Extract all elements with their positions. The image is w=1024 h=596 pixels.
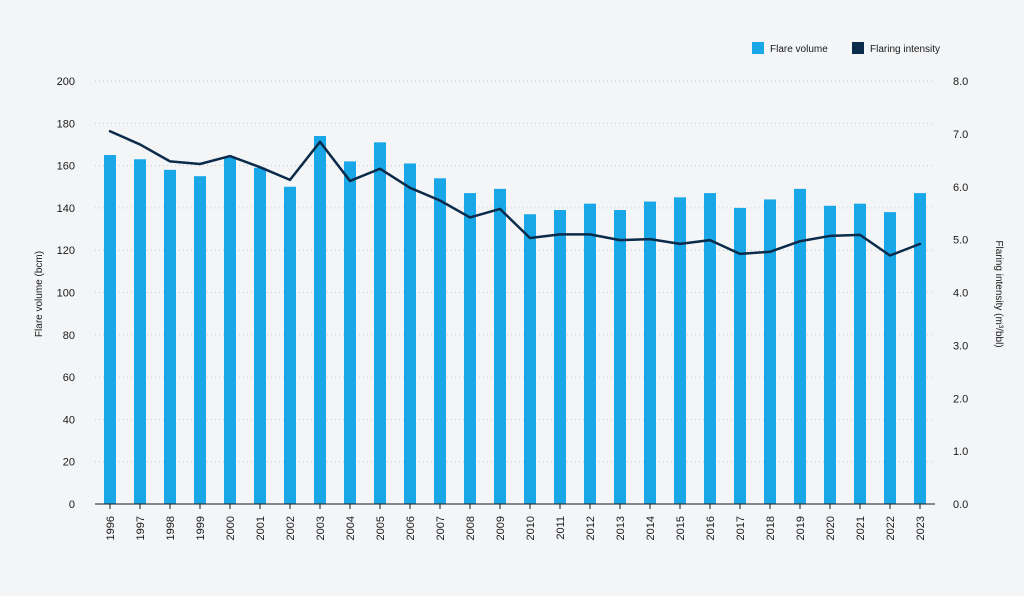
y-tick-label-right: 5.0 (953, 235, 968, 247)
legend-label-flaring-intensity: Flaring intensity (870, 44, 940, 55)
bar (884, 212, 896, 504)
line-series-flaring-intensity (108, 129, 922, 257)
bar (914, 193, 926, 504)
legend: Flare volume Flaring intensity (752, 42, 940, 55)
x-tick-label: 1999 (195, 516, 207, 540)
y-tick-label-left: 100 (57, 288, 75, 300)
y-tick-label-left: 140 (57, 203, 75, 215)
y-tick-label-right: 1.0 (953, 446, 968, 458)
bar (404, 163, 416, 505)
x-tick-label: 2018 (765, 516, 777, 540)
bar (584, 203, 596, 505)
x-tick-label: 2008 (465, 516, 477, 540)
bar (674, 197, 686, 504)
bar (494, 188, 506, 505)
x-tick-label: 2006 (405, 516, 417, 540)
x-tick-label: 2012 (585, 516, 597, 540)
bar (824, 205, 836, 504)
gridlines (95, 80, 935, 463)
x-tick-label: 2016 (705, 516, 717, 540)
x-tick-label: 1996 (105, 516, 117, 540)
bar (704, 193, 716, 504)
x-tick-label: 2014 (645, 516, 657, 540)
y-tick-label-right: 8.0 (953, 76, 968, 88)
axes: 0 20 40 60 80 100 120 140 160 180 200 0.0 1.0 2.0 3.0 4… (57, 76, 969, 540)
x-tick-label: 2003 (315, 516, 327, 540)
x-tick-label: 2015 (675, 516, 687, 540)
bar (314, 135, 326, 505)
x-tick-label: 2011 (555, 516, 567, 540)
x-tick-label: 2002 (285, 516, 297, 540)
bar (734, 207, 746, 504)
y-tick-label-right: 6.0 (953, 182, 968, 194)
legend-swatch-flare-volume (752, 42, 764, 54)
x-tick-label: 2010 (525, 516, 537, 540)
x-tick-label: 2009 (495, 516, 507, 540)
x-tick-label: 2020 (825, 516, 837, 540)
bar (794, 188, 806, 505)
x-tick-label: 2001 (255, 516, 267, 540)
y-tick-label-right: 7.0 (953, 129, 968, 141)
bar (104, 155, 116, 504)
y-tick-label-left: 60 (63, 372, 75, 384)
y-axis-title-right: Flaring intensity (m³/bbl) (993, 240, 1004, 347)
legend-label-flare-volume: Flare volume (770, 44, 828, 55)
bar (764, 199, 776, 504)
y-axis-title-left: Flare volume (bcm) (34, 251, 45, 337)
bar (194, 176, 206, 505)
y-tick-label-left: 20 (63, 457, 75, 469)
y-tick-label-left: 200 (57, 76, 75, 88)
y-tick-label-right: 0.0 (953, 499, 968, 511)
y-tick-label-right: 4.0 (953, 288, 968, 300)
x-tick-label: 2022 (885, 516, 897, 540)
x-tick-label: 2005 (375, 516, 387, 540)
bar (614, 210, 626, 504)
x-tick-label: 2000 (225, 516, 237, 540)
x-tick-label: 2019 (795, 516, 807, 540)
x-tick-label: 2023 (915, 516, 927, 540)
x-tick-label: 2004 (345, 516, 357, 540)
y-tick-label-left: 40 (63, 414, 75, 426)
x-tick-label: 2007 (435, 516, 447, 540)
y-tick-label-left: 0 (69, 499, 75, 511)
bar (854, 203, 866, 505)
y-tick-label-left: 160 (57, 161, 75, 173)
bar-series-flare-volume (104, 135, 926, 505)
x-tick-label: 2013 (615, 516, 627, 540)
y-tick-label-left: 80 (63, 330, 75, 342)
y-tick-label-right: 2.0 (953, 393, 968, 405)
bar (224, 157, 236, 504)
bar (374, 142, 386, 504)
bar (644, 201, 656, 504)
y-tick-label-right: 3.0 (953, 340, 968, 352)
bar (254, 167, 266, 504)
bar (344, 161, 356, 504)
bar (464, 193, 476, 504)
y-tick-label-left: 180 (57, 118, 75, 130)
x-tick-label: 2021 (855, 516, 867, 540)
bar (284, 186, 296, 504)
bar (164, 169, 176, 504)
bar (434, 178, 446, 505)
x-tick-label: 2017 (735, 516, 747, 540)
bar (524, 214, 536, 504)
x-tick-label: 1997 (135, 516, 147, 540)
x-tick-label: 1998 (165, 516, 177, 540)
bar (134, 159, 146, 504)
legend-swatch-flaring-intensity (852, 42, 864, 54)
flaring-intensity-line (108, 129, 922, 257)
bar (554, 210, 566, 504)
y-tick-label-left: 120 (57, 245, 75, 257)
